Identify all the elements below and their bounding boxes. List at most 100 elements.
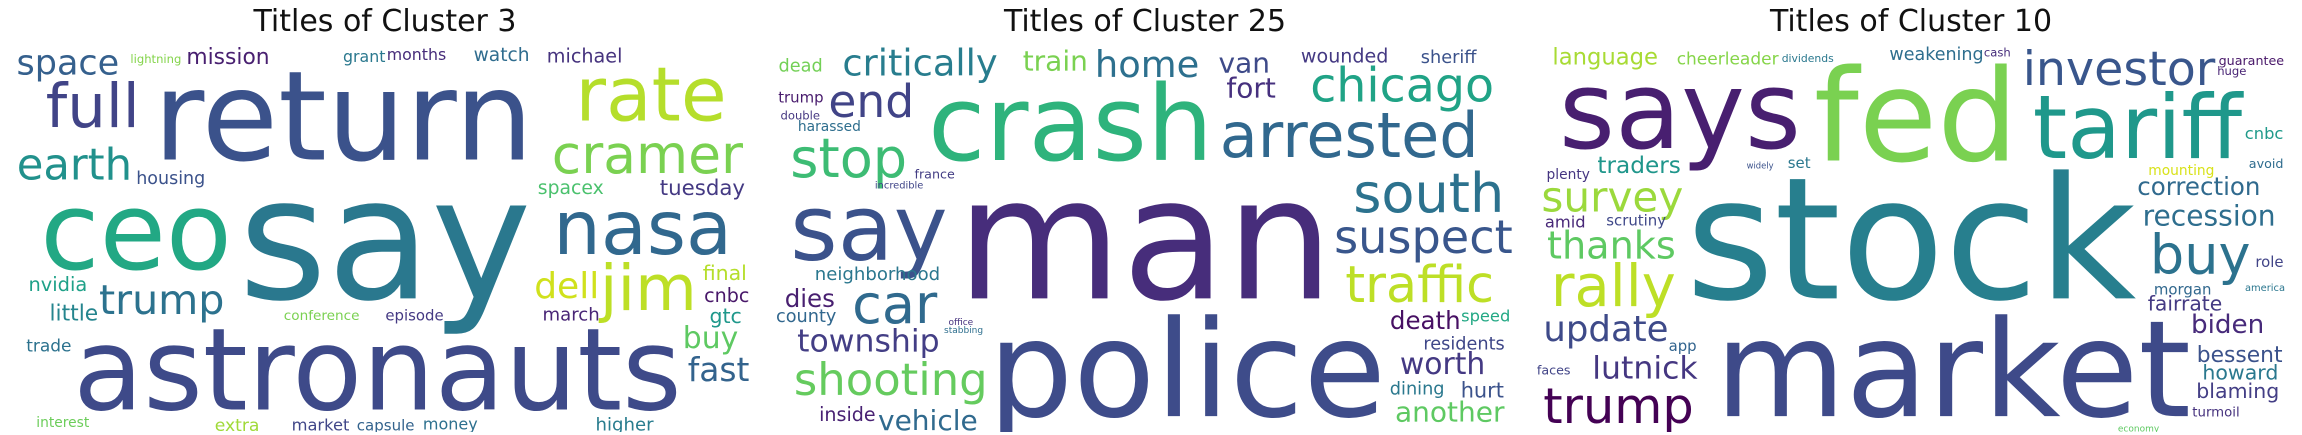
word-recession: recession	[2143, 199, 2276, 232]
word-township: township	[797, 324, 939, 360]
word-inside: inside	[819, 403, 876, 426]
cluster-3-panel: Titles of Cluster 3 say return astronauts c…	[10, 0, 760, 435]
word-sheriff: sheriff	[1421, 48, 1477, 68]
word-set: set	[1788, 154, 1811, 172]
word-car: car	[852, 273, 938, 336]
word-economy: economy	[2118, 424, 2160, 432]
word-investor: investor	[2023, 46, 2216, 97]
word-rally: rally	[1551, 253, 1676, 320]
word-nvidia: nvidia	[29, 273, 88, 296]
word-language: language	[1552, 46, 1658, 71]
word-astronauts: astronauts	[73, 303, 682, 432]
word-thanks: thanks	[1547, 225, 1676, 269]
word-fort: fort	[1226, 72, 1276, 105]
word-cheerleader: cheerleader	[1677, 50, 1779, 70]
word-arrested: arrested	[1220, 99, 1479, 172]
word-plenty: plenty	[1547, 167, 1590, 183]
word-van: van	[1219, 47, 1270, 80]
word-vehicle: vehicle	[878, 404, 978, 432]
word-dining: dining	[1390, 379, 1445, 399]
word-huge: huge	[2217, 64, 2246, 78]
word-office: office	[949, 318, 974, 328]
word-capsule: capsule	[357, 417, 415, 433]
word-guarantee: guarantee	[2219, 53, 2285, 68]
word-crash: crash	[928, 63, 1213, 185]
word-correction: correction	[2137, 172, 2260, 201]
chart-title: Titles of Cluster 3	[253, 4, 517, 39]
word-tariff: tariff	[2033, 76, 2245, 179]
word-cash: cash	[1984, 46, 2011, 60]
word-mounting: mounting	[2148, 163, 2214, 179]
word-cnbc: cnbc	[2245, 124, 2284, 143]
word-traffic: traffic	[1345, 255, 1494, 314]
word-stabbing: stabbing	[944, 326, 983, 336]
word-watch: watch	[474, 46, 530, 66]
word-fairrate: fairrate	[2148, 292, 2222, 316]
word-update: update	[1543, 309, 1668, 350]
word-dead: dead	[779, 56, 823, 76]
word-rate: rate	[575, 52, 726, 139]
word-cramer: cramer	[552, 123, 743, 186]
word-jim: jim	[598, 251, 697, 325]
word-buy: buy	[2150, 224, 2251, 287]
word-chicago: chicago	[1310, 58, 1494, 113]
word-return: return	[153, 46, 533, 190]
word-bessent: bessent	[2197, 343, 2283, 368]
chart-title: Titles of Cluster 10	[1769, 4, 2053, 39]
word-critically: critically	[842, 46, 997, 84]
word-trump: trump	[99, 276, 224, 324]
word-wounded: wounded	[1301, 46, 1389, 68]
word-harassed: harassed	[798, 119, 861, 135]
word-mission: mission	[186, 46, 269, 70]
word-earth: earth	[17, 140, 132, 190]
word-app: app	[1669, 337, 1697, 355]
word-worth: worth	[1400, 347, 1485, 382]
word-space: space	[17, 46, 120, 84]
word-final: final	[703, 261, 747, 285]
word-traders: traders	[1597, 152, 1680, 179]
word-months: months	[387, 46, 447, 64]
cluster-25-panel: Titles of Cluster 25 man police crash say ar…	[770, 0, 1520, 435]
word-dividends: dividends	[1782, 52, 1834, 65]
word-march: march	[543, 305, 600, 326]
word-france: france	[915, 167, 955, 182]
word-conference: conference	[284, 308, 360, 324]
word-avoid: avoid	[2249, 156, 2284, 171]
word-tuesday: tuesday	[660, 176, 745, 201]
word-spacex: spacex	[538, 178, 604, 199]
word-faces: faces	[1537, 362, 1571, 377]
word-full: full	[46, 71, 140, 142]
word-survey: survey	[1541, 173, 1683, 222]
word-dies: dies	[785, 284, 835, 313]
word-trade: trade	[26, 336, 71, 356]
word-little: little	[50, 302, 99, 327]
word-say: say	[790, 175, 948, 282]
word-end: end	[828, 75, 914, 128]
word-scrutiny: scrutiny	[1606, 212, 1666, 230]
word-shooting: shooting	[794, 353, 988, 406]
word-biden: biden	[2191, 310, 2264, 340]
word-suspect: suspect	[1334, 210, 1513, 264]
word-trump: trump	[1543, 377, 1693, 432]
word-amid: amid	[1545, 212, 1586, 231]
chart-title: Titles of Cluster 25	[1003, 4, 1287, 39]
word-says: says	[1559, 49, 1801, 174]
word-say: say	[239, 141, 532, 339]
word-police: police	[988, 292, 1386, 432]
word-county: county	[776, 307, 836, 327]
word-stop: stop	[790, 127, 907, 190]
word-howard: howard	[2202, 361, 2278, 385]
word-widely: widely	[1747, 161, 1774, 171]
word-morgan: morgan	[2154, 280, 2212, 298]
word-housing: housing	[136, 169, 205, 189]
word-death: death	[1390, 306, 1461, 335]
word-residents: residents	[1423, 334, 1504, 354]
word-speed: speed	[1461, 307, 1510, 326]
word-turmoil: turmoil	[2192, 406, 2239, 421]
word-lightning: lightning	[130, 52, 181, 66]
word-michael: michael	[547, 46, 623, 68]
word-double: double	[781, 109, 821, 123]
word-fast: fast	[688, 350, 750, 389]
